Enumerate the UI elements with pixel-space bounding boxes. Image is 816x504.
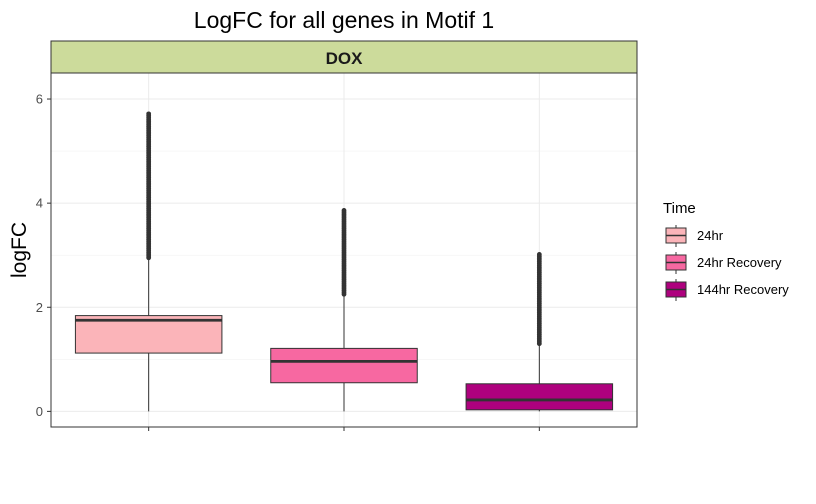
box-24hr [74, 111, 223, 412]
box-body [465, 383, 614, 411]
y-axis: 0 2 4 6 [36, 92, 51, 419]
x-axis [148, 427, 540, 431]
legend-item-24hr-recovery: 24hr Recovery [665, 252, 782, 274]
box-body [74, 315, 223, 354]
box-body [270, 347, 418, 384]
chart-title: LogFC for all genes in Motif 1 [194, 7, 494, 33]
legend-label: 144hr Recovery [697, 282, 789, 297]
y-tick-label: 0 [36, 404, 43, 419]
outlier-point [146, 111, 152, 117]
legend-item-144hr-recovery: 144hr Recovery [665, 279, 789, 301]
legend-label: 24hr Recovery [697, 255, 782, 270]
legend-item-24hr: 24hr [665, 225, 724, 247]
facet-strip [50, 40, 638, 74]
outlier-point [536, 252, 542, 257]
box-24hr-recovery [270, 208, 418, 412]
outlier-point [341, 208, 347, 213]
y-axis-title: logFC [8, 222, 31, 278]
y-tick-label: 4 [36, 196, 43, 211]
box-series-group [74, 111, 614, 412]
legend-label: 24hr [697, 228, 724, 243]
box-144hr-recovery [465, 252, 614, 412]
y-tick-label: 6 [36, 92, 43, 107]
y-tick-label: 2 [36, 300, 43, 315]
legend: Time 24hr 24hr Recovery 144hr Recovery [663, 200, 789, 301]
legend-title: Time [663, 200, 696, 217]
facet-strip-label: DOX [326, 49, 364, 68]
